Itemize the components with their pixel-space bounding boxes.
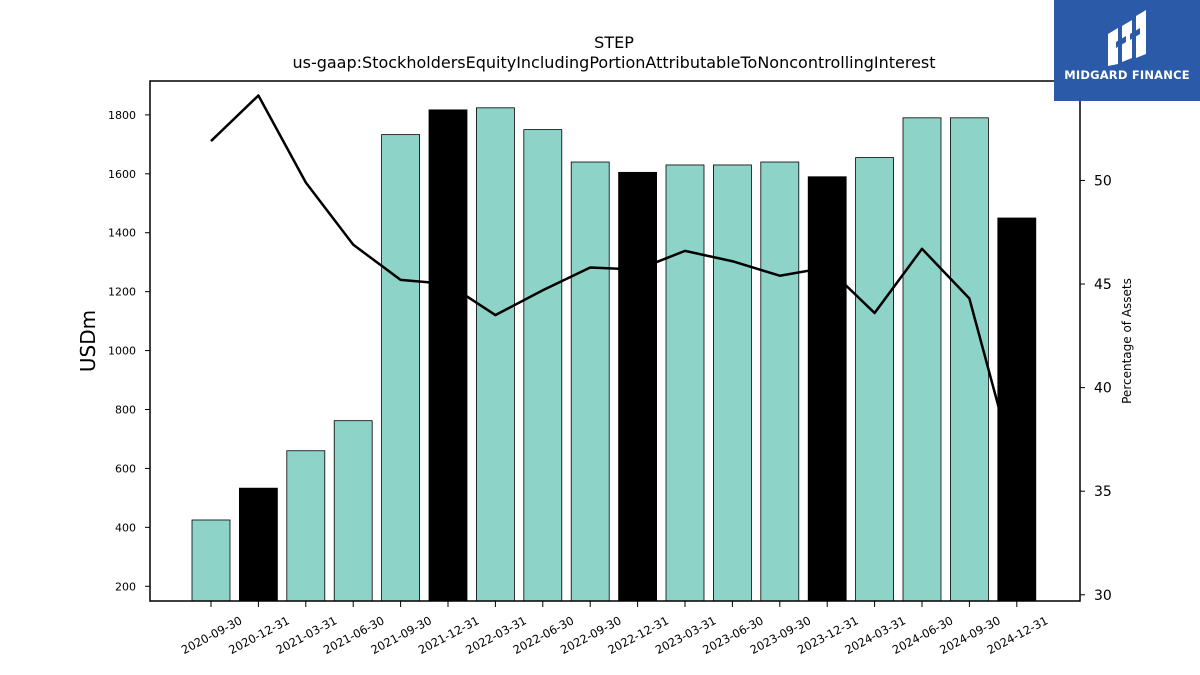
bar-2021-09-30 xyxy=(381,134,421,602)
y2-tick-label: 30 xyxy=(1094,588,1112,604)
line-group xyxy=(210,94,1019,475)
y-tick-label: 400 xyxy=(115,521,136,534)
bar-2024-12-31 xyxy=(997,217,1037,602)
y-tick-label: 600 xyxy=(115,462,136,475)
y-tick-label: 1400 xyxy=(108,227,136,240)
y-tick-label: 1200 xyxy=(108,286,136,299)
chart-title: STEP xyxy=(594,33,634,52)
bar-2020-12-31 xyxy=(238,487,278,602)
bar-2021-03-31 xyxy=(286,450,326,602)
bar-2021-06-30 xyxy=(333,420,373,602)
y-tick-label: 800 xyxy=(115,403,136,416)
y2-axis-label: Percentage of Assets xyxy=(1120,278,1134,404)
bar-2020-09-30 xyxy=(191,519,231,602)
y-tick-label: 1000 xyxy=(108,345,136,358)
y-axis-label: USDm xyxy=(76,310,100,372)
bars-group xyxy=(191,107,1037,602)
logo-text: MIDGARD FINANCE xyxy=(1064,68,1190,82)
plot-frame xyxy=(149,80,1081,602)
logo-mark-icon xyxy=(1108,10,1146,66)
chart-subtitle: us-gaap:StockholdersEquityIncludingPorti… xyxy=(292,53,935,72)
bar-2024-09-30 xyxy=(950,117,989,602)
bar-2022-09-30 xyxy=(570,161,610,602)
bar-2023-03-31 xyxy=(665,164,705,602)
bar-2022-06-30 xyxy=(523,129,563,602)
y-tick-label: 200 xyxy=(115,580,136,593)
bar-2022-03-31 xyxy=(475,107,515,602)
y2-tick-label: 50 xyxy=(1094,173,1112,189)
y-tick-label: 1600 xyxy=(108,168,136,181)
y2-tick-label: 35 xyxy=(1094,484,1112,500)
brand-logo: MIDGARD FINANCE xyxy=(1054,0,1200,101)
y2-tick-label: 45 xyxy=(1094,277,1112,293)
bar-2021-12-31 xyxy=(428,109,468,602)
y2-tick-label: 40 xyxy=(1094,381,1112,397)
bar-2023-06-30 xyxy=(713,164,752,602)
percentage-line xyxy=(210,94,1019,475)
bar-2022-12-31 xyxy=(618,171,657,602)
bar-2024-06-30 xyxy=(902,117,942,602)
y-tick-label: 1800 xyxy=(108,109,136,122)
bar-2023-09-30 xyxy=(760,161,800,602)
bar-2024-03-31 xyxy=(855,157,894,602)
bar-2023-12-31 xyxy=(807,176,847,602)
